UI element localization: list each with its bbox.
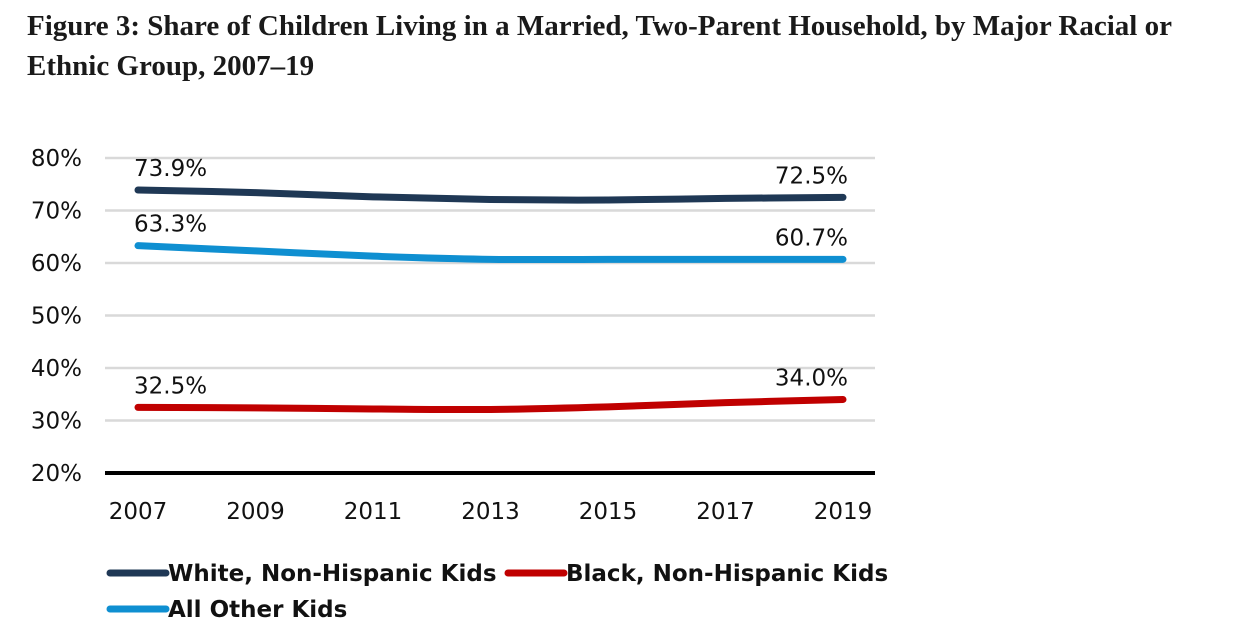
x-tick-label: 2019 — [814, 499, 873, 525]
x-tick-label: 2017 — [696, 499, 755, 525]
legend-label: All Other Kids — [168, 597, 347, 623]
data-label: 72.5% — [775, 163, 848, 189]
x-axis-ticks: 2007 2009 2011 2013 2015 2017 2019 — [109, 499, 873, 525]
y-tick-label: 60% — [31, 251, 82, 277]
y-axis-ticks: 20% 30% 40% 50% 60% 70% 80% — [31, 146, 82, 487]
data-labels: 73.9% 72.5% 32.5% 34.0% 63.3% 60.7% — [134, 156, 848, 399]
y-tick-label: 30% — [31, 409, 82, 435]
x-tick-label: 2009 — [226, 499, 285, 525]
gridlines — [105, 156, 875, 475]
series-line-2 — [134, 242, 847, 264]
y-tick-label: 20% — [31, 461, 82, 487]
legend-label: Black, Non-Hispanic Kids — [566, 561, 888, 587]
y-tick-label: 80% — [31, 146, 82, 172]
data-label: 73.9% — [134, 156, 207, 182]
chart-title: Figure 3: Share of Children Living in a … — [27, 10, 1172, 82]
x-tick-label: 2013 — [461, 499, 520, 525]
y-tick-label: 70% — [31, 199, 82, 225]
y-tick-label: 50% — [31, 304, 82, 330]
x-tick-label: 2011 — [344, 499, 403, 525]
data-label: 32.5% — [134, 373, 207, 399]
series-line-0 — [134, 186, 847, 204]
legend-label: White, Non-Hispanic Kids — [168, 561, 497, 587]
x-tick-label: 2007 — [109, 499, 168, 525]
series-lines — [134, 186, 847, 414]
data-label: 34.0% — [775, 366, 848, 392]
legend: White, Non-Hispanic Kids Black, Non-Hispa… — [106, 561, 888, 623]
data-label: 60.7% — [775, 225, 848, 251]
series-line-1 — [134, 396, 847, 414]
x-tick-label: 2015 — [579, 499, 638, 525]
y-tick-label: 40% — [31, 356, 82, 382]
data-label: 63.3% — [134, 212, 207, 238]
